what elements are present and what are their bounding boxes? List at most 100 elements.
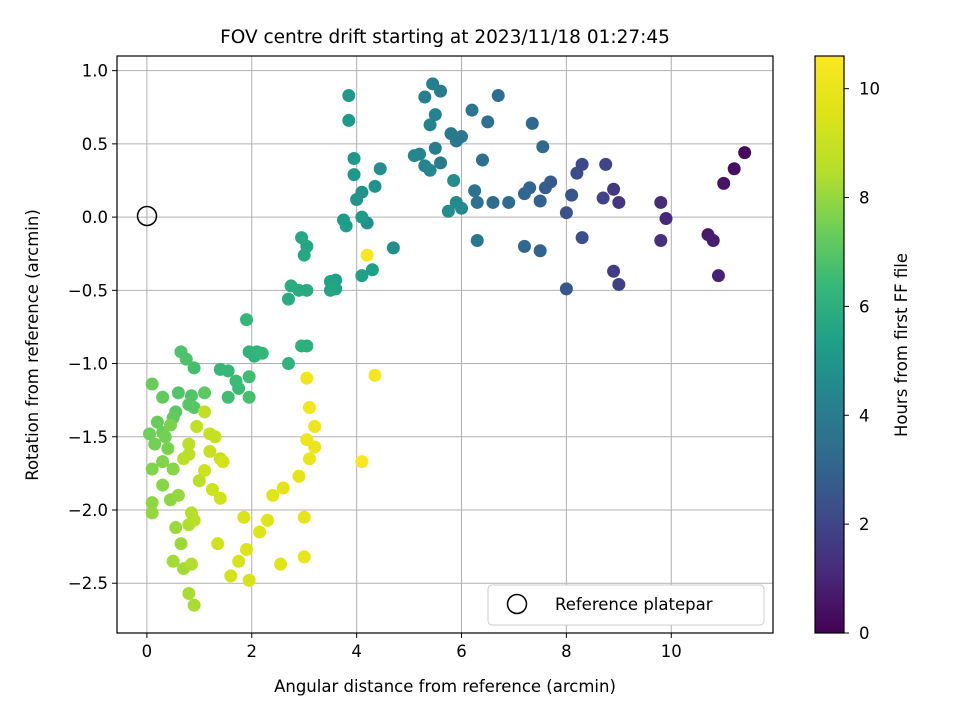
data-point bbox=[465, 103, 479, 117]
y-tick-label: 1.0 bbox=[82, 62, 108, 81]
data-point bbox=[373, 162, 387, 176]
data-point bbox=[470, 234, 484, 248]
colorbar-tick-label: 2 bbox=[859, 515, 870, 534]
colorbar-tick-label: 8 bbox=[859, 189, 870, 208]
data-point bbox=[156, 478, 170, 492]
data-point bbox=[575, 231, 589, 245]
data-point bbox=[166, 554, 180, 568]
data-point bbox=[355, 455, 369, 469]
data-point bbox=[659, 212, 673, 226]
colorbar: 0 2 4 6 8 10 Hours from first FF file bbox=[814, 55, 911, 643]
data-point bbox=[441, 204, 455, 218]
data-point bbox=[533, 244, 547, 258]
x-tick-label: 10 bbox=[661, 642, 682, 661]
data-point bbox=[654, 234, 668, 248]
data-point bbox=[163, 418, 177, 432]
data-point bbox=[517, 239, 531, 253]
data-point bbox=[145, 462, 159, 476]
data-point bbox=[274, 557, 288, 571]
data-point bbox=[156, 390, 170, 404]
data-point bbox=[570, 166, 584, 180]
data-point bbox=[502, 195, 516, 209]
data-point bbox=[444, 127, 458, 141]
data-point bbox=[607, 182, 621, 196]
data-point bbox=[360, 248, 374, 262]
data-point bbox=[738, 146, 752, 160]
x-tick-label: 6 bbox=[456, 642, 467, 661]
y-axis-label: Rotation from reference (arcmin) bbox=[23, 209, 42, 481]
data-point bbox=[607, 264, 621, 278]
x-axis-label: Angular distance from reference (arcmin) bbox=[274, 677, 616, 696]
data-point bbox=[423, 118, 437, 132]
data-point bbox=[143, 427, 157, 441]
x-tick-label: 0 bbox=[142, 642, 153, 661]
legend: Reference platepar bbox=[487, 584, 765, 626]
data-point bbox=[192, 474, 206, 488]
data-point bbox=[161, 441, 175, 455]
data-point bbox=[300, 371, 314, 385]
y-axis-ticks: 1.0 0.5 0.0 −0.5 −1.0 −1.5 −2.0 −2.5 bbox=[68, 62, 117, 593]
data-point bbox=[612, 195, 626, 209]
data-point bbox=[182, 447, 196, 461]
data-point bbox=[533, 194, 547, 208]
data-point bbox=[355, 269, 369, 283]
data-point bbox=[423, 163, 437, 177]
data-point bbox=[297, 550, 311, 564]
reference-platepar-marker bbox=[136, 205, 158, 227]
data-point bbox=[347, 168, 361, 182]
data-point bbox=[224, 569, 238, 583]
data-point bbox=[434, 156, 448, 170]
data-point bbox=[302, 400, 316, 414]
data-point bbox=[426, 77, 440, 91]
colorbar-label: Hours from first FF file bbox=[892, 253, 911, 437]
data-points bbox=[143, 77, 752, 612]
chart-title: FOV centre drift starting at 2023/11/18 … bbox=[220, 27, 670, 48]
data-point bbox=[171, 488, 185, 502]
data-point bbox=[368, 179, 382, 193]
data-point bbox=[198, 386, 212, 400]
data-point bbox=[174, 537, 188, 551]
data-point bbox=[205, 482, 219, 496]
data-point bbox=[347, 152, 361, 166]
data-point bbox=[208, 430, 222, 444]
data-point bbox=[255, 346, 269, 360]
data-point bbox=[148, 437, 162, 451]
data-point bbox=[565, 188, 579, 202]
data-point bbox=[213, 362, 227, 376]
data-point bbox=[187, 400, 201, 414]
data-point bbox=[187, 361, 201, 375]
data-point bbox=[481, 115, 495, 129]
data-point bbox=[706, 234, 720, 248]
colorbar-tick-label: 4 bbox=[859, 406, 870, 425]
data-point bbox=[407, 149, 421, 163]
data-point bbox=[166, 462, 180, 476]
data-point bbox=[302, 452, 316, 466]
grid bbox=[117, 56, 773, 633]
data-point bbox=[339, 219, 353, 233]
data-point bbox=[428, 108, 442, 122]
colorbar-gradient bbox=[814, 55, 845, 634]
data-point bbox=[242, 370, 256, 384]
data-point bbox=[559, 282, 573, 296]
data-point bbox=[158, 430, 172, 444]
legend-label: Reference platepar bbox=[555, 595, 713, 614]
data-point bbox=[342, 113, 356, 127]
data-point bbox=[156, 455, 170, 469]
data-point bbox=[276, 481, 290, 495]
data-point bbox=[221, 390, 235, 404]
data-point bbox=[232, 381, 246, 395]
data-point bbox=[523, 181, 537, 195]
data-point bbox=[184, 506, 198, 520]
data-point bbox=[295, 231, 309, 245]
x-tick-label: 2 bbox=[247, 642, 258, 661]
data-point bbox=[240, 543, 254, 557]
data-point bbox=[300, 339, 314, 353]
data-point bbox=[190, 420, 204, 434]
data-point bbox=[182, 437, 196, 451]
data-point bbox=[475, 153, 489, 167]
data-point bbox=[145, 377, 159, 391]
colorbar-tick-label: 6 bbox=[859, 297, 870, 316]
data-point bbox=[308, 420, 322, 434]
data-point bbox=[654, 195, 668, 209]
data-point bbox=[717, 176, 731, 190]
